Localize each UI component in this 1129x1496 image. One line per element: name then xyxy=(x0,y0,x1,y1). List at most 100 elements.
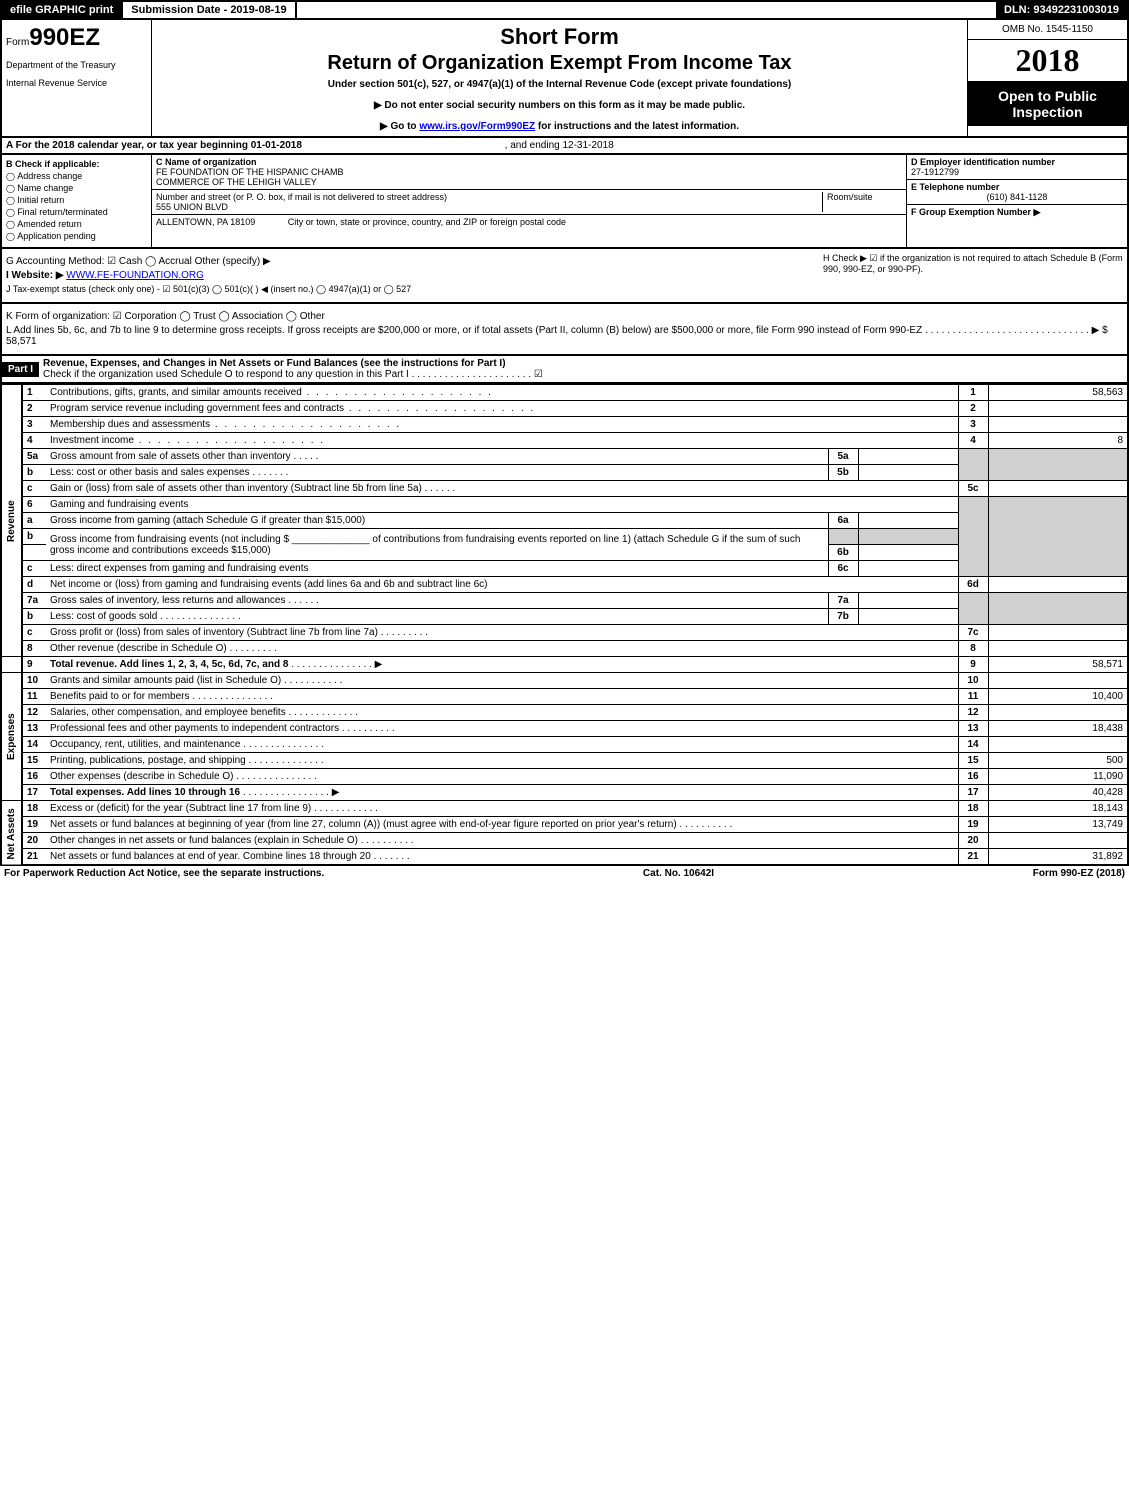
l9-ln: 9 xyxy=(958,657,988,673)
city-label: City or town, state or province, country… xyxy=(288,217,566,227)
l10-num: 10 xyxy=(22,673,46,689)
line-i-label: I Website: ▶ xyxy=(6,270,64,281)
l7c-desc: Gross profit or (loss) from sales of inv… xyxy=(50,627,378,638)
l5ab-shade2 xyxy=(988,449,1128,481)
form-subtitle: Return of Organization Exempt From Incom… xyxy=(160,52,959,75)
check-name-change[interactable]: Name change xyxy=(6,183,147,193)
line-17: 17 Total expenses. Add lines 10 through … xyxy=(1,785,1128,801)
website-link[interactable]: WWW.FE-FOUNDATION.ORG xyxy=(66,270,204,281)
l7ab-shade2 xyxy=(988,593,1128,625)
line-l: L Add lines 5b, 6c, and 7b to line 9 to … xyxy=(6,325,1123,347)
rev-end xyxy=(1,657,22,673)
l12-ln: 12 xyxy=(958,705,988,721)
col-c: C Name of organization FE FOUNDATION OF … xyxy=(152,155,907,247)
org-name-1: FE FOUNDATION OF THE HISPANIC CHAMB xyxy=(156,167,344,177)
l1-desc: Contributions, gifts, grants, and simila… xyxy=(50,387,493,398)
dln: DLN: 93492231003019 xyxy=(996,2,1127,18)
check-address-change[interactable]: Address change xyxy=(6,171,147,181)
l3-val xyxy=(988,417,1128,433)
ein: 27-1912799 xyxy=(911,167,959,177)
form-prefix: Form xyxy=(6,37,29,48)
l12-num: 12 xyxy=(22,705,46,721)
l6c-sn: 6c xyxy=(828,561,858,577)
l20-num: 20 xyxy=(22,833,46,849)
group-label: F Group Exemption Number ▶ xyxy=(911,207,1040,217)
l5a-num: 5a xyxy=(22,449,46,465)
l4-num: 4 xyxy=(22,433,46,449)
l18-ln: 18 xyxy=(958,801,988,817)
check-final-return[interactable]: Final return/terminated xyxy=(6,207,147,217)
line-19: 19 Net assets or fund balances at beginn… xyxy=(1,817,1128,833)
check-application-pending[interactable]: Application pending xyxy=(6,231,147,241)
l12-val xyxy=(988,705,1128,721)
l14-desc: Occupancy, rent, utilities, and maintena… xyxy=(50,739,240,750)
l19-val: 13,749 xyxy=(988,817,1128,833)
addr-label: Number and street (or P. O. box, if mail… xyxy=(156,192,447,202)
l20-val xyxy=(988,833,1128,849)
l7a-sn: 7a xyxy=(828,593,858,609)
l6b-desc: Gross income from fundraising events (no… xyxy=(46,529,828,561)
irs-link[interactable]: www.irs.gov/Form990EZ xyxy=(419,121,535,132)
l6-shade2 xyxy=(988,497,1128,577)
l7b-sn: 7b xyxy=(828,609,858,625)
l20-ln: 20 xyxy=(958,833,988,849)
l7c-ln: 7c xyxy=(958,625,988,641)
l13-num: 13 xyxy=(22,721,46,737)
l15-desc: Printing, publications, postage, and shi… xyxy=(50,755,246,766)
l14-ln: 14 xyxy=(958,737,988,753)
l4-ln: 4 xyxy=(958,433,988,449)
part1-label: Part I xyxy=(2,362,39,377)
l15-ln: 15 xyxy=(958,753,988,769)
l7b-sv xyxy=(858,609,958,625)
line-2: 2 Program service revenue including gove… xyxy=(1,401,1128,417)
l6d-val xyxy=(988,577,1128,593)
efile-button[interactable]: efile GRAPHIC print xyxy=(2,2,123,18)
line-16: 16 Other expenses (describe in Schedule … xyxy=(1,769,1128,785)
check-amended-return[interactable]: Amended return xyxy=(6,219,147,229)
under-section: Under section 501(c), 527, or 4947(a)(1)… xyxy=(160,79,959,90)
l6a-sv xyxy=(858,513,958,529)
l9-val: 58,571 xyxy=(988,657,1128,673)
l21-desc: Net assets or fund balances at end of ye… xyxy=(50,851,371,862)
l6-shade xyxy=(958,497,988,577)
l17-ln: 17 xyxy=(958,785,988,801)
l15-val: 500 xyxy=(988,753,1128,769)
line-12: 12 Salaries, other compensation, and emp… xyxy=(1,705,1128,721)
l7a-sv xyxy=(858,593,958,609)
l11-desc: Benefits paid to or for members xyxy=(50,691,190,702)
l10-ln: 10 xyxy=(958,673,988,689)
l1-num: 1 xyxy=(22,385,46,401)
line-h: H Check ▶ ☑ if the organization is not r… xyxy=(823,253,1123,274)
addr: 555 UNION BLVD xyxy=(156,202,228,212)
line-5a: 5a Gross amount from sale of assets othe… xyxy=(1,449,1128,465)
l6-desc: Gaming and fundraising events xyxy=(46,497,958,513)
l5b-num: b xyxy=(22,465,46,481)
l5a-sn: 5a xyxy=(828,449,858,465)
footer-mid: Cat. No. 10642I xyxy=(643,868,714,879)
org-name-2: COMMERCE OF THE LEHIGH VALLEY xyxy=(156,177,317,187)
l6b-sv xyxy=(858,545,958,561)
l17-val: 40,428 xyxy=(988,785,1128,801)
l21-val: 31,892 xyxy=(988,849,1128,866)
l16-ln: 16 xyxy=(958,769,988,785)
l5ab-shade xyxy=(958,449,988,481)
l5c-val xyxy=(988,481,1128,497)
l6a-sn: 6a xyxy=(828,513,858,529)
goto-line: ▶ Go to www.irs.gov/Form990EZ for instru… xyxy=(160,121,959,132)
header-left: Form990EZ Department of the Treasury Int… xyxy=(2,20,152,136)
form-header: Form990EZ Department of the Treasury Int… xyxy=(0,18,1129,138)
l5b-sv xyxy=(858,465,958,481)
l5c-num: c xyxy=(22,481,46,497)
info-block: H Check ▶ ☑ if the organization is not r… xyxy=(0,249,1129,304)
part1-desc: Revenue, Expenses, and Changes in Net As… xyxy=(39,356,1127,382)
l8-ln: 8 xyxy=(958,641,988,657)
l6d-num: d xyxy=(22,577,46,593)
check-initial-return[interactable]: Initial return xyxy=(6,195,147,205)
l17-desc: Total expenses. Add lines 10 through 16 xyxy=(50,787,240,798)
top-left: efile GRAPHIC print Submission Date - 20… xyxy=(2,2,297,18)
l14-num: 14 xyxy=(22,737,46,753)
l11-num: 11 xyxy=(22,689,46,705)
l2-val xyxy=(988,401,1128,417)
l20-desc: Other changes in net assets or fund bala… xyxy=(50,835,358,846)
l4-desc: Investment income xyxy=(50,435,325,446)
